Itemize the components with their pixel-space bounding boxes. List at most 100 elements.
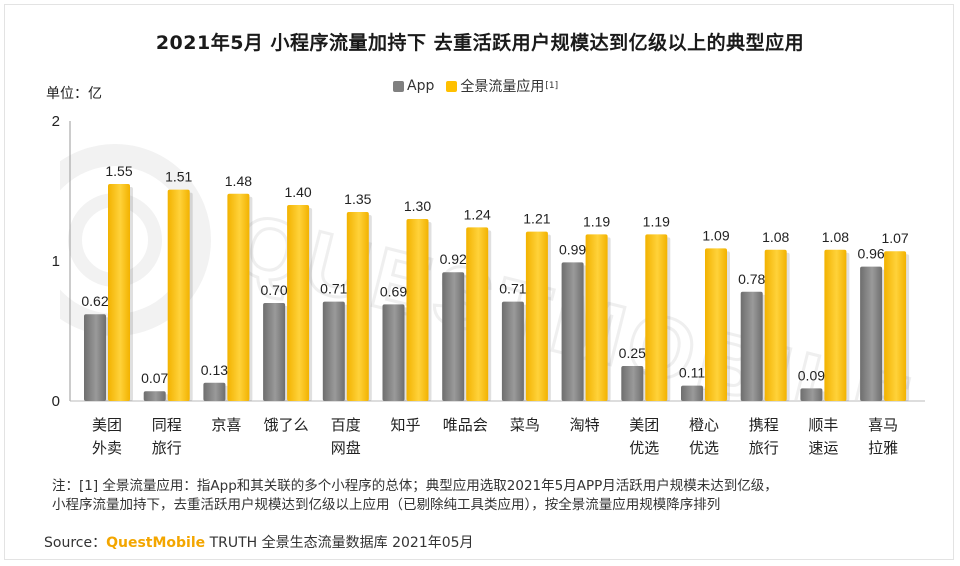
bar-app	[442, 272, 465, 401]
bar-panorama	[167, 189, 190, 401]
data-label-app: 0.71	[320, 281, 347, 297]
data-label-panorama: 1.24	[464, 206, 491, 222]
x-tick-label: 喜马	[868, 416, 898, 434]
data-label-app: 0.13	[201, 362, 228, 378]
data-label-panorama: 1.08	[762, 229, 789, 245]
legend-label-panorama: 全景流量应用	[460, 79, 545, 95]
legend-swatch-app	[393, 80, 404, 92]
data-label-panorama: 1.09	[702, 227, 729, 243]
data-label-app: 0.07	[141, 370, 168, 386]
x-tick-label: 菜鸟	[510, 416, 540, 434]
data-label-app: 0.62	[81, 293, 108, 309]
source-line: Source：QuestMobile TRUTH 全景生态流量数据库 2021年…	[44, 532, 474, 552]
bar-app	[203, 382, 226, 401]
data-label-panorama: 1.48	[225, 173, 252, 189]
x-tick-label: 知乎	[390, 416, 420, 434]
x-tick-label: 美团	[92, 416, 122, 434]
bar-panorama	[705, 248, 727, 401]
x-tick-label: 旅行	[749, 439, 779, 457]
bar-panorama	[466, 227, 489, 401]
source-rest: TRUTH 全景生态流量数据库 2021年05月	[205, 535, 474, 551]
bar-app	[681, 385, 703, 401]
bar-panorama	[585, 234, 608, 401]
chart-title: 2021年5月 小程序流量加持下 去重活跃用户规模达到亿级以上的典型应用	[155, 32, 805, 54]
x-tick-label: 橙心	[689, 416, 719, 434]
data-label-app: 0.11	[679, 365, 705, 381]
data-label-app: 0.09	[798, 367, 825, 383]
data-label-panorama: 1.19	[643, 213, 670, 229]
x-tick-label: 优选	[689, 439, 719, 457]
x-tick-label: 同程	[152, 416, 182, 434]
bar-panorama	[406, 219, 429, 401]
x-tick-label: 拉雅	[868, 439, 898, 457]
x-tick-label: 外卖	[92, 439, 122, 457]
legend: App 全景流量应用 [1]	[393, 76, 570, 96]
data-label-panorama: 1.30	[404, 198, 431, 214]
source-brand: QuestMobile	[106, 535, 206, 551]
footnote-line-1: 注：[1] 全景流量应用：指App和其关联的多个小程序的总体；典型应用选取202…	[52, 478, 778, 494]
x-tick-label: 京喜	[211, 416, 241, 434]
x-tick-label: 唯品会	[443, 416, 488, 434]
data-label-panorama: 1.21	[523, 211, 550, 227]
bar-panorama	[764, 249, 787, 401]
source-prefix: Source：	[44, 535, 107, 551]
bar-app	[800, 388, 823, 401]
x-tick-label: 速运	[808, 439, 838, 457]
data-label-panorama: 1.51	[165, 169, 192, 185]
bar-panorama	[287, 205, 310, 401]
bar-panorama	[824, 249, 847, 401]
y-tick-label: 0	[52, 393, 60, 410]
x-tick-label: 顺丰	[808, 416, 838, 434]
data-label-panorama: 1.19	[583, 213, 610, 229]
y-tick-label: 2	[52, 113, 60, 130]
data-label-panorama: 1.40	[284, 184, 311, 200]
data-label-app: 0.92	[440, 251, 467, 267]
bar-panorama	[346, 212, 369, 401]
bar-app	[382, 304, 405, 401]
data-label-panorama: 1.35	[344, 191, 371, 207]
data-label-app: 0.96	[857, 246, 884, 262]
x-tick-label: 饿了么	[264, 416, 309, 434]
data-label-panorama: 1.07	[881, 230, 908, 246]
data-label-app: 0.69	[380, 283, 407, 299]
data-label-app: 0.78	[738, 271, 765, 287]
bar-app	[84, 314, 106, 401]
x-tick-label: 携程	[749, 416, 779, 434]
bar-app	[322, 301, 345, 401]
footnote: 注：[1] 全景流量应用：指App和其关联的多个小程序的总体；典型应用选取202…	[42, 477, 922, 515]
legend-footnote-marker: [1]	[545, 81, 559, 91]
data-label-app: 0.71	[499, 281, 526, 297]
legend-swatch-panorama	[446, 80, 458, 92]
bar-app	[561, 262, 584, 401]
bar-panorama	[227, 193, 250, 401]
data-label-app: 0.99	[559, 241, 586, 257]
data-label-app: 0.70	[260, 282, 287, 298]
x-tick-label: 美团	[629, 416, 659, 434]
data-label-panorama: 1.55	[105, 163, 132, 179]
x-tick-label: 网盘	[331, 439, 361, 457]
bar-panorama	[645, 234, 668, 401]
bar-panorama	[108, 184, 130, 401]
x-tick-label: 优选	[629, 439, 659, 457]
legend-label-app: App	[407, 78, 435, 94]
bar-panorama	[525, 231, 548, 401]
bar-app	[501, 301, 524, 401]
y-axis-unit-label: 单位：亿	[46, 86, 102, 102]
footnote-line-2: 小程序流量加持下，去重活跃用户规模达到亿级以上应用（已剔除纯工具类应用），按全景…	[52, 497, 721, 513]
y-tick-label: 1	[52, 253, 60, 270]
legend-item-panorama: 全景流量应用 [1]	[446, 76, 558, 96]
data-label-app: 0.25	[619, 345, 646, 361]
x-tick-label: 百度	[331, 416, 361, 434]
bar-app	[621, 366, 644, 401]
x-tick-label: 旅行	[152, 439, 182, 457]
bar-app	[263, 303, 286, 401]
bar-panorama	[884, 251, 907, 401]
legend-item-app: App	[393, 78, 434, 94]
bar-app	[860, 266, 883, 401]
chart-frame	[4, 4, 954, 560]
data-label-panorama: 1.08	[822, 229, 849, 245]
bar-app	[740, 291, 763, 401]
bar-app	[143, 391, 166, 401]
x-tick-label: 淘特	[570, 416, 600, 434]
